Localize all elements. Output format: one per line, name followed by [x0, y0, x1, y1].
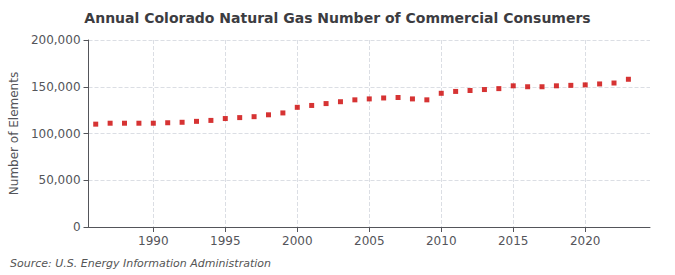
- svg-text:Source: U.S. Energy Informatio: Source: U.S. Energy Information Administ…: [10, 257, 271, 270]
- svg-text:2005: 2005: [354, 234, 385, 248]
- svg-text:150,000: 150,000: [31, 80, 81, 94]
- svg-text:100,000: 100,000: [31, 127, 81, 141]
- svg-text:0: 0: [73, 220, 81, 234]
- svg-text:1990: 1990: [138, 234, 169, 248]
- svg-text:2000: 2000: [282, 234, 313, 248]
- svg-text:2020: 2020: [570, 234, 601, 248]
- svg-text:Number of Elements: Number of Elements: [7, 72, 21, 195]
- svg-text:50,000: 50,000: [39, 173, 81, 187]
- svg-text:2010: 2010: [426, 234, 457, 248]
- svg-text:200,000: 200,000: [31, 33, 81, 47]
- svg-text:Annual Colorado Natural Gas Nu: Annual Colorado Natural Gas Number of Co…: [84, 10, 590, 26]
- svg-text:1995: 1995: [210, 234, 241, 248]
- svg-text:2015: 2015: [498, 234, 529, 248]
